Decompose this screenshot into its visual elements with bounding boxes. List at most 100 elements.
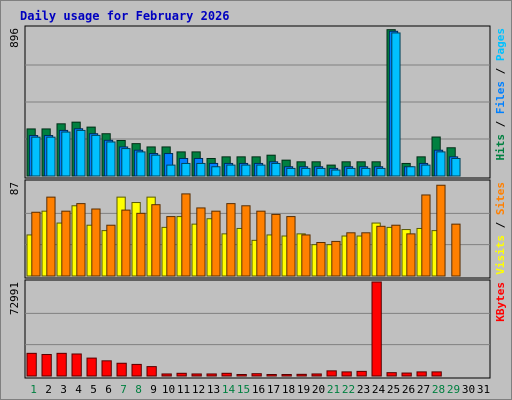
bar-pages-26 — [406, 166, 416, 177]
bar-kbytes-8 — [131, 363, 142, 377]
bar-sites-23 — [361, 232, 371, 277]
x-tick-label: 15 — [237, 383, 250, 396]
bar-pages-27 — [421, 164, 431, 177]
bar-kbytes-26 — [401, 372, 412, 377]
x-tick-label: 24 — [372, 383, 386, 396]
x-tick-label: 3 — [60, 383, 67, 396]
bar-kbytes-19 — [296, 373, 307, 377]
bar-sites-16 — [256, 210, 266, 277]
series-kbytes — [26, 281, 442, 377]
bar-sites-25 — [391, 224, 401, 277]
bar-sites-6 — [106, 224, 116, 277]
bar-sites-15 — [241, 205, 251, 277]
bar-pages-22 — [346, 167, 356, 177]
bar-pages-15 — [241, 164, 251, 177]
bar-sites-20 — [316, 242, 326, 277]
bar-pages-3 — [61, 131, 71, 177]
series-sites — [31, 184, 461, 277]
legend-/: / — [494, 61, 507, 81]
bar-pages-14 — [226, 164, 236, 177]
bar-kbytes-12 — [191, 373, 202, 377]
x-axis-ticks: 1 2 3 4 5 6 7 8 9 10 11 12 13 14 15 16 17 18 19 20 21 22 23 24 2… — [30, 383, 490, 396]
bar-sites-2 — [46, 196, 56, 277]
x-tick-label: 4 — [75, 383, 82, 396]
x-tick-label: 12 — [192, 383, 205, 396]
bar-pages-4 — [76, 129, 86, 177]
bar-sites-13 — [211, 210, 221, 277]
x-tick-label: 13 — [207, 383, 220, 396]
panel-hits-files-pages: 896 Hits / Files / Pages — [8, 25, 507, 179]
bar-kbytes-11 — [176, 372, 187, 377]
x-tick-label: 23 — [357, 383, 370, 396]
bar-pages-24 — [376, 167, 386, 177]
x-tick-label: 29 — [447, 383, 460, 396]
x-tick-label: 9 — [150, 383, 157, 396]
legend-sites: Sites — [494, 182, 507, 215]
bar-kbytes-24 — [371, 281, 382, 377]
panel-legend: KBytes — [494, 282, 507, 322]
bar-sites-18 — [286, 216, 296, 277]
bar-pages-2 — [46, 136, 56, 177]
bar-pages-7 — [121, 148, 131, 177]
x-tick-label: 8 — [135, 383, 142, 396]
bar-sites-8 — [136, 212, 146, 277]
bar-sites-10 — [166, 216, 176, 277]
legend-/: / — [494, 114, 507, 134]
bar-pages-17 — [271, 162, 281, 177]
bar-sites-3 — [61, 210, 71, 277]
bar-sites-27 — [421, 194, 431, 277]
x-tick-label: 27 — [417, 383, 430, 396]
bar-kbytes-18 — [281, 374, 292, 377]
legend-files: Files — [494, 81, 507, 114]
bar-pages-19 — [301, 167, 311, 177]
x-tick-label: 28 — [432, 383, 445, 396]
bar-kbytes-2 — [41, 353, 52, 377]
panel-visits-sites: 87 Visits / Sites — [8, 179, 507, 279]
bar-pages-16 — [256, 164, 266, 177]
bar-kbytes-23 — [356, 370, 367, 377]
legend-/: / — [494, 215, 507, 235]
bar-kbytes-15 — [236, 374, 247, 377]
x-tick-label: 6 — [105, 383, 112, 396]
x-tick-label: 5 — [90, 383, 97, 396]
bar-pages-21 — [331, 169, 341, 177]
series-pages — [31, 32, 461, 177]
bar-kbytes-4 — [71, 353, 82, 377]
x-tick-label: 10 — [162, 383, 175, 396]
x-tick-label: 2 — [45, 383, 52, 396]
bar-kbytes-16 — [251, 373, 262, 377]
bar-pages-12 — [196, 162, 206, 177]
x-tick-label: 18 — [282, 383, 295, 396]
bar-pages-10 — [166, 164, 176, 177]
x-tick-label: 11 — [177, 383, 190, 396]
legend-pages: Pages — [494, 28, 507, 61]
y-max-label: 87 — [8, 182, 21, 195]
bar-sites-22 — [346, 232, 356, 277]
bar-pages-8 — [136, 151, 146, 177]
x-tick-label: 14 — [222, 383, 236, 396]
bar-kbytes-10 — [161, 373, 172, 377]
bar-pages-23 — [361, 167, 371, 177]
chart-panels: 896 Hits / Files / Pages 87 Visits / Sites 7… — [8, 25, 507, 379]
bar-sites-9 — [151, 204, 161, 277]
bar-kbytes-22 — [341, 371, 352, 377]
bar-pages-28 — [436, 151, 446, 177]
bar-sites-26 — [406, 233, 416, 277]
bar-kbytes-9 — [146, 366, 157, 377]
bar-pages-29 — [451, 157, 461, 177]
panel-legend: Visits / Sites — [494, 182, 507, 275]
bar-kbytes-7 — [116, 362, 127, 377]
bar-sites-17 — [271, 213, 281, 277]
bar-sites-21 — [331, 240, 341, 277]
x-tick-label: 16 — [252, 383, 265, 396]
x-tick-label: 25 — [387, 383, 400, 396]
bar-sites-4 — [76, 203, 86, 277]
x-tick-label: 26 — [402, 383, 415, 396]
bar-pages-6 — [106, 141, 116, 177]
x-tick-label: 7 — [120, 383, 127, 396]
legend-visits: Visits — [494, 235, 507, 275]
bar-sites-19 — [301, 234, 311, 277]
bar-kbytes-3 — [56, 352, 67, 377]
bar-sites-11 — [181, 193, 191, 277]
